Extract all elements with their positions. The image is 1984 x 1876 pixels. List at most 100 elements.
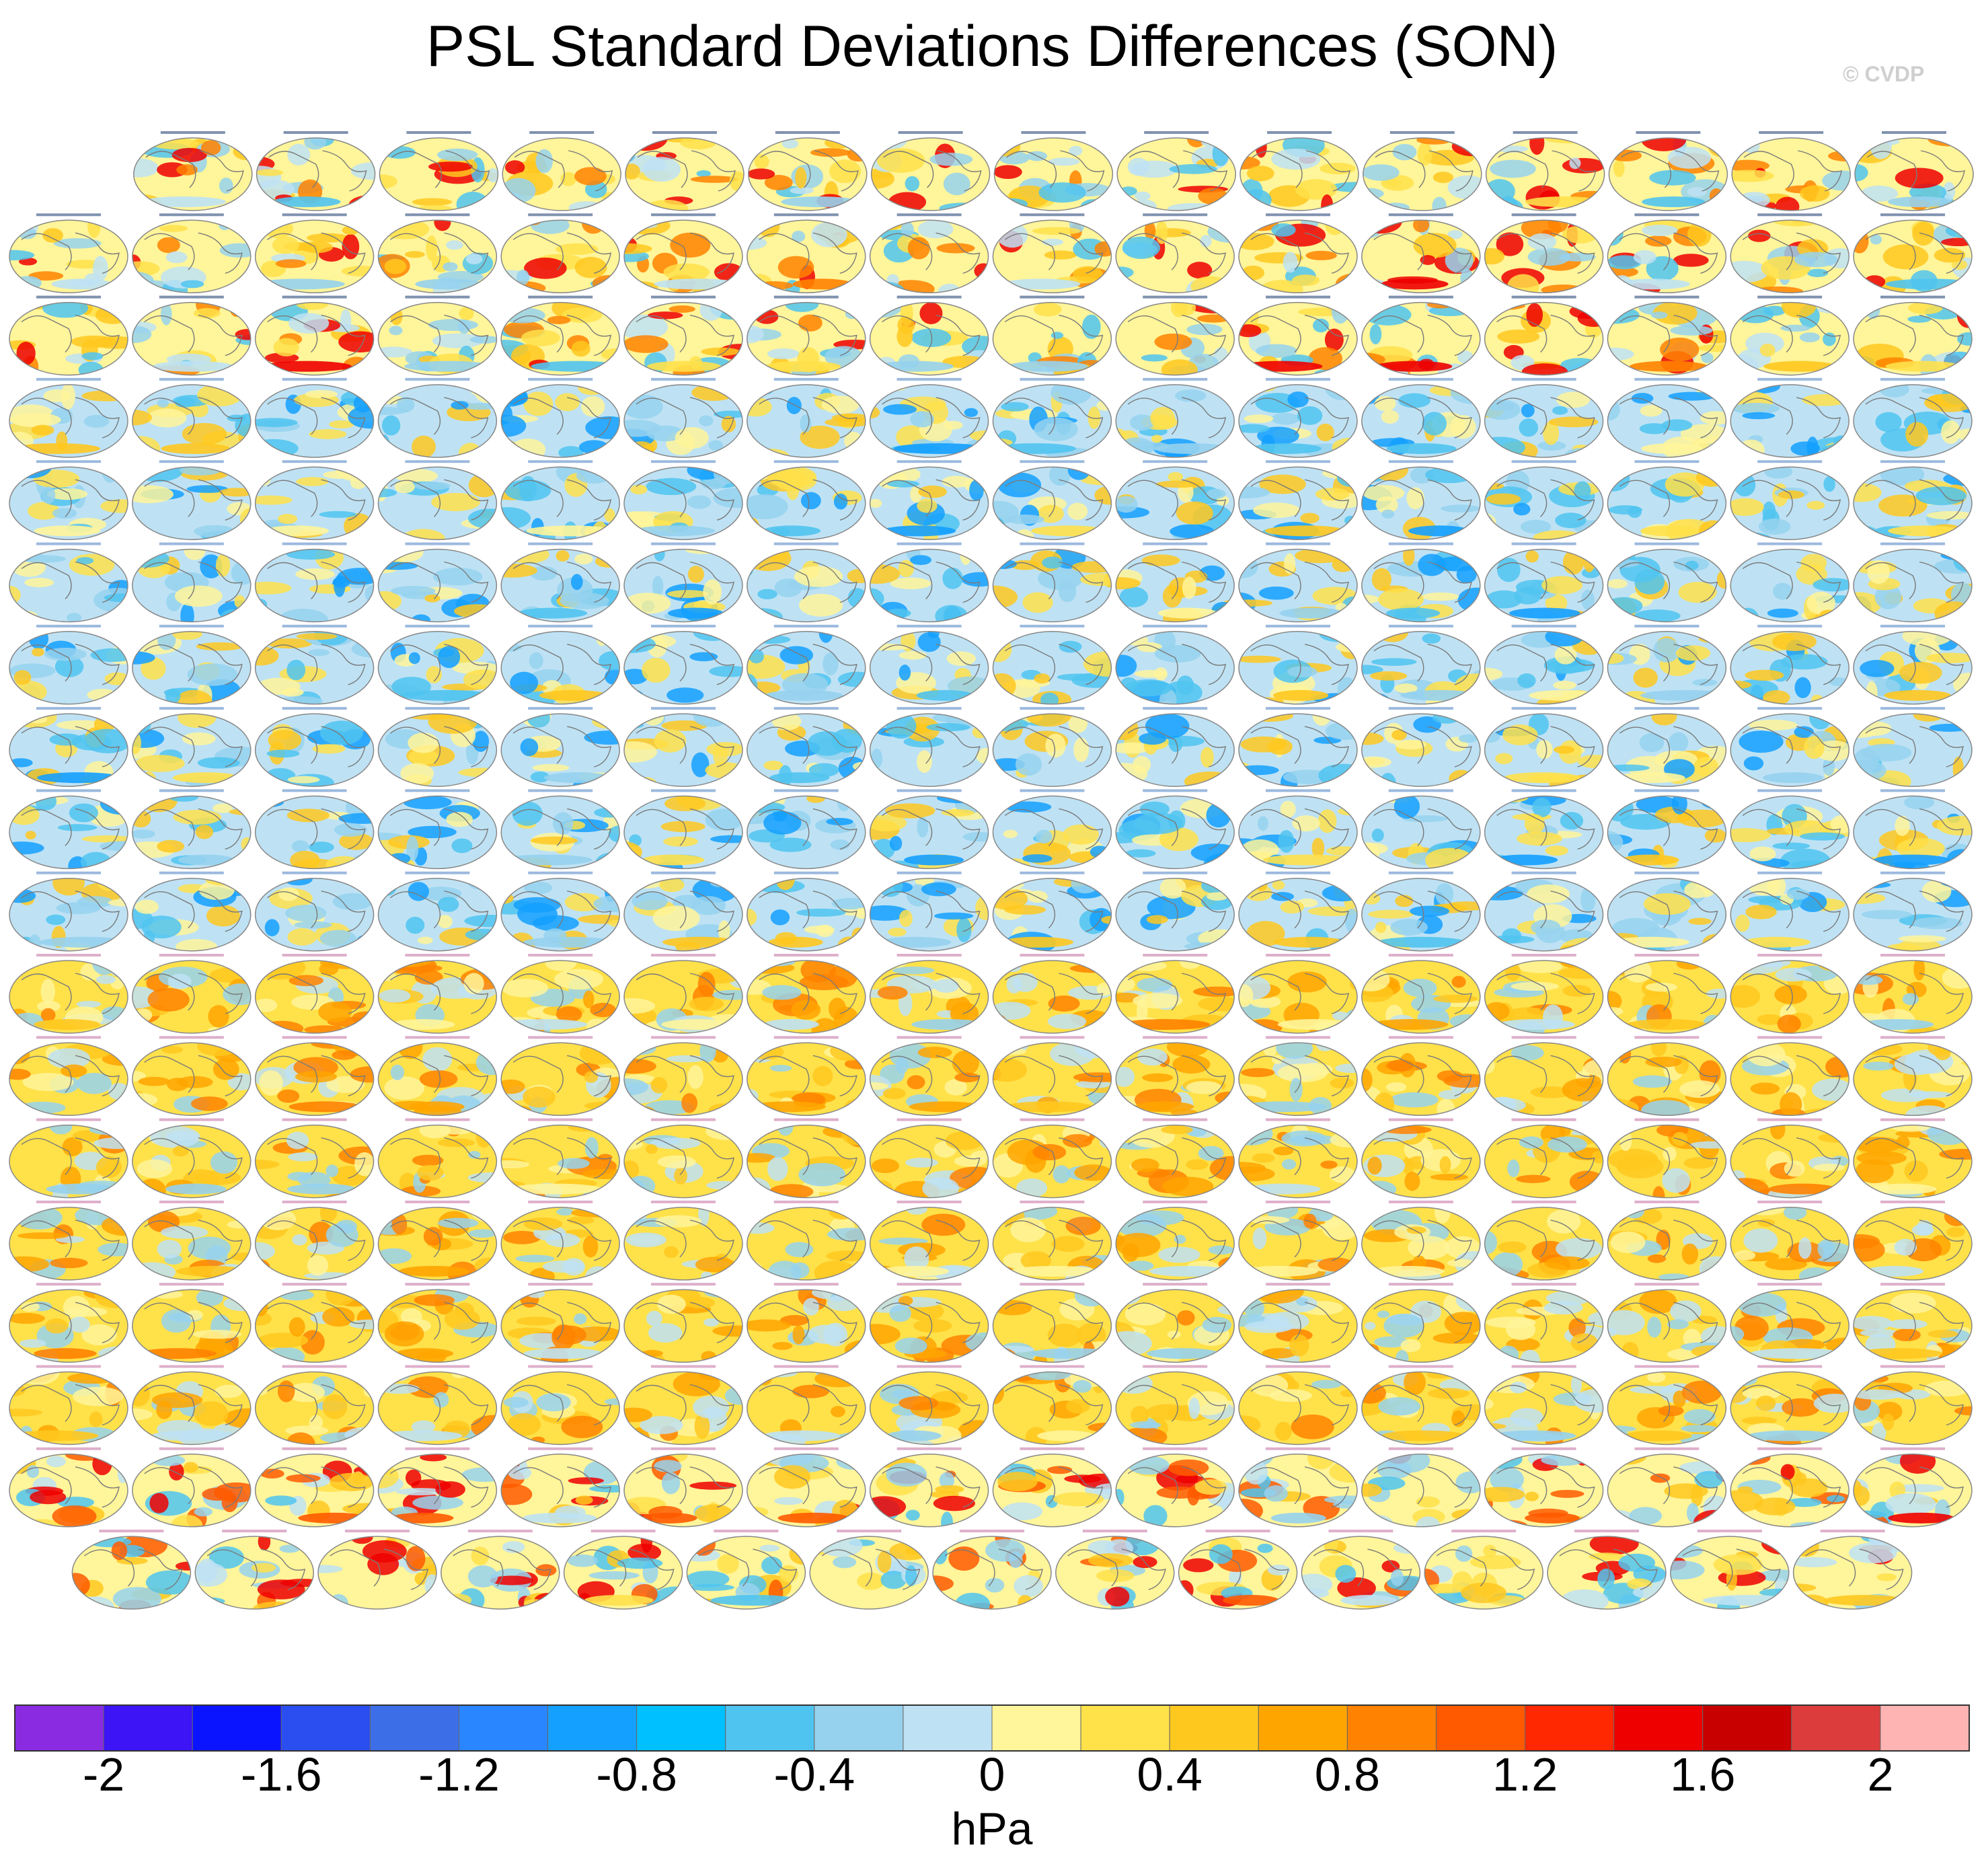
map-panel — [747, 213, 866, 294]
map-panel — [1115, 1365, 1235, 1446]
map-panel — [254, 1118, 375, 1199]
map-panel — [625, 131, 745, 211]
map-panel — [1607, 295, 1727, 376]
map-panel — [869, 1365, 989, 1446]
map-panel — [1484, 377, 1604, 458]
colorbar-box — [1791, 1704, 1881, 1752]
map-panel — [133, 131, 253, 211]
map-panel — [500, 871, 620, 952]
map-panel — [9, 1283, 128, 1363]
colorbar-tick-label: 2 — [1867, 1748, 1893, 1801]
map-panel — [869, 1118, 989, 1199]
colorbar-units: hPa — [951, 1803, 1033, 1854]
map-panel — [132, 1036, 252, 1117]
map-panel — [1115, 624, 1235, 705]
map-panel — [377, 295, 498, 376]
map-panel — [869, 1283, 989, 1363]
map-panel — [132, 1118, 252, 1199]
map-panel — [869, 707, 989, 787]
map-panel — [254, 1283, 375, 1363]
map-panel — [1238, 1118, 1358, 1199]
map-panel — [747, 1447, 866, 1528]
map-panel — [1853, 542, 1973, 623]
map-panel — [1115, 707, 1235, 787]
map-panel — [254, 789, 375, 870]
map-panel — [686, 1530, 806, 1610]
map-panel — [1730, 1283, 1849, 1363]
map-panel — [132, 1200, 252, 1281]
map-panel — [254, 1447, 375, 1528]
map-panel — [1484, 1118, 1604, 1199]
colorbar-box — [725, 1704, 815, 1752]
map-panel — [1115, 1447, 1235, 1528]
map-panel — [992, 1118, 1112, 1199]
map-panel — [1238, 1200, 1358, 1281]
map-panel — [1361, 1365, 1481, 1446]
map-panel — [1115, 1036, 1235, 1117]
map-panel — [9, 624, 128, 705]
colorbar-box — [991, 1704, 1081, 1752]
map-panel — [1115, 542, 1235, 623]
map-panel — [1238, 871, 1358, 952]
map-panel — [500, 954, 620, 1034]
map-panel — [1853, 1036, 1973, 1117]
map-panel — [1115, 295, 1235, 376]
colorbar-tick-label: -1.2 — [418, 1748, 500, 1801]
map-panel — [9, 789, 128, 870]
map-panel — [1115, 1118, 1235, 1199]
map-panel — [747, 1118, 866, 1199]
map-panel — [992, 871, 1112, 952]
colorbar-box — [547, 1704, 638, 1752]
map-panel — [992, 1365, 1112, 1446]
map-panel — [1853, 707, 1973, 787]
colorbar-box — [1080, 1704, 1170, 1752]
map-panel — [993, 131, 1114, 211]
map-panel — [1116, 131, 1236, 211]
map-panel — [500, 789, 620, 870]
map-panel — [1853, 1200, 1973, 1281]
map-panel — [992, 542, 1112, 623]
map-panel — [9, 954, 128, 1034]
map-panel — [623, 1036, 743, 1117]
map-panel — [132, 213, 252, 294]
map-panel — [1238, 1447, 1358, 1528]
map-panel — [1484, 295, 1604, 376]
colorbar-box — [903, 1704, 993, 1752]
map-panel — [1238, 1365, 1358, 1446]
map-panel — [1607, 1283, 1727, 1363]
map-panel — [623, 871, 743, 952]
map-panel — [1730, 295, 1849, 376]
colorbar-box — [192, 1704, 282, 1752]
chart-title: PSL Standard Deviations Differences (SON… — [426, 14, 1558, 79]
map-panel — [377, 624, 498, 705]
map-panel — [9, 1447, 128, 1528]
map-panel — [500, 295, 620, 376]
colorbar-tick-label: 0.8 — [1315, 1748, 1380, 1801]
map-panel — [1239, 131, 1359, 211]
map-panel — [500, 542, 620, 623]
map-panel — [254, 460, 375, 540]
map-panel — [254, 1200, 375, 1281]
map-panel — [377, 1283, 498, 1363]
map-panel — [563, 1530, 683, 1610]
map-panel — [500, 1365, 620, 1446]
map-panel — [992, 377, 1112, 458]
map-panel — [1238, 1036, 1358, 1117]
map-panel — [869, 542, 989, 623]
map-panel — [377, 213, 498, 294]
map-panel — [623, 707, 743, 787]
colorbar-box — [1169, 1704, 1259, 1752]
map-panel — [747, 460, 866, 540]
map-panel — [1484, 707, 1604, 787]
map-panel — [441, 1530, 560, 1610]
map-panel — [1484, 624, 1604, 705]
map-panel — [254, 1036, 375, 1117]
map-panel — [9, 1036, 128, 1117]
map-panel — [132, 295, 252, 376]
colorbar-tick-label: 1.6 — [1670, 1748, 1735, 1801]
map-panel — [809, 1530, 929, 1610]
map-panel — [1730, 213, 1849, 294]
map-panel — [1361, 1200, 1481, 1281]
map-panel — [1853, 1447, 1973, 1528]
map-panel — [747, 1283, 866, 1363]
